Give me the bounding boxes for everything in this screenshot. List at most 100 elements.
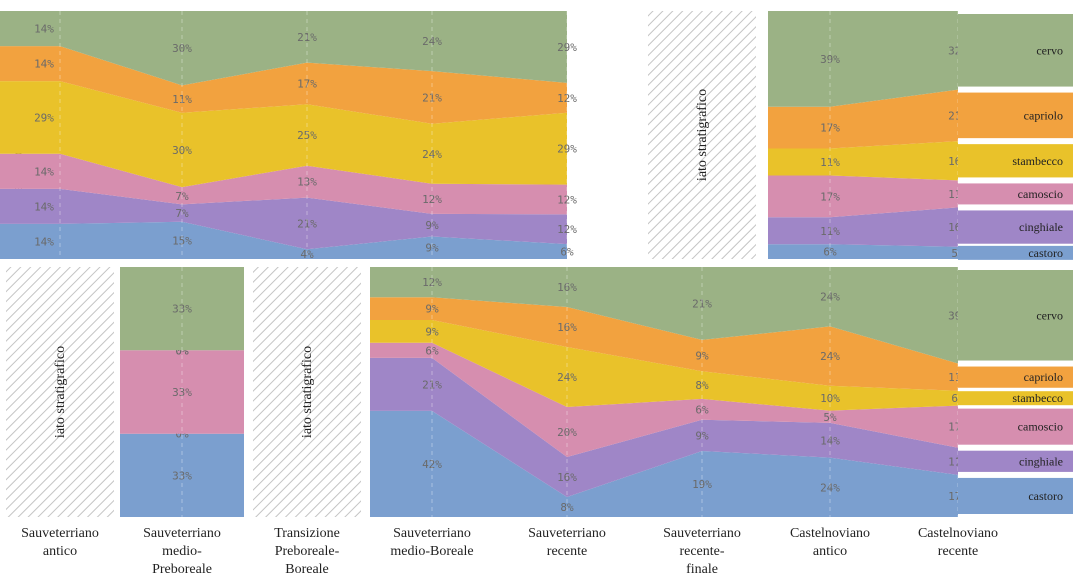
legend-swatch-cervo xyxy=(958,14,1073,87)
x-tick-label-line: Castelnoviano xyxy=(917,526,999,541)
gap-label: iato stratigrafico xyxy=(695,89,710,181)
gap-label: iato stratigrafico xyxy=(300,346,315,438)
area-camoscio xyxy=(0,153,567,215)
x-tick-label-line: Sauveterriano xyxy=(663,526,741,541)
x-tick-label-line: antico xyxy=(42,544,78,559)
value-label-capriolo: 21% xyxy=(422,91,442,104)
area-castoro xyxy=(370,410,958,517)
value-label-castoro: 19% xyxy=(692,478,712,491)
value-label-capriolo: 11% xyxy=(172,93,192,106)
value-label-cinghiale: 7% xyxy=(175,207,189,220)
x-tick-label-line: Preboreale- xyxy=(274,544,340,559)
legend-label-cinghiale: cinghiale xyxy=(1019,454,1063,468)
x-tick-label-sauveterriano-medio-preboreale: Sauveterriano medio- Preboreale xyxy=(122,525,242,579)
value-label-stambecco: 24% xyxy=(422,148,442,161)
value-label-stambecco: 24% xyxy=(557,371,577,384)
area-cervo xyxy=(0,11,567,86)
x-tick-label-line: Sauveterriano xyxy=(21,526,99,541)
x-tick-label-line: Sauveterriano xyxy=(143,526,221,541)
panels-layer: Riparo Romagnano loc IIIiato stratigrafi… xyxy=(0,11,1073,517)
value-label-camoscio: 6% xyxy=(425,344,439,357)
value-label-capriolo: 17% xyxy=(297,77,317,90)
x-tick-label-castelnoviano-antico: Castelnoviano antico xyxy=(770,525,890,561)
value-label-cinghiale: 9% xyxy=(425,219,439,232)
value-label-capriolo: 24% xyxy=(820,350,840,363)
legend-swatch-cinghiale xyxy=(958,210,1073,244)
legend-swatch-cinghiale xyxy=(958,450,1073,472)
value-label-capriolo: 14% xyxy=(34,58,54,71)
value-label-cinghiale: 12% xyxy=(557,223,577,236)
x-tick-label-line: Preboreale xyxy=(152,562,212,577)
area-camoscio xyxy=(768,175,958,218)
value-label-camoscio: 13% xyxy=(297,176,317,189)
value-label-cervo: 14% xyxy=(34,23,54,36)
area-cervo xyxy=(120,267,244,351)
area-castoro xyxy=(768,244,958,259)
value-label-cinghiale: 14% xyxy=(34,200,54,213)
value-label-camoscio: 12% xyxy=(422,193,442,206)
x-tick-label-line: recente xyxy=(937,544,979,559)
value-label-camoscio: 14% xyxy=(34,165,54,178)
x-tick-label-line: Sauveterriano xyxy=(393,526,471,541)
value-label-cervo: 21% xyxy=(297,31,317,44)
value-label-cervo: 30% xyxy=(172,42,192,55)
legend-label-castoro: castoro xyxy=(1028,246,1063,260)
legend-label-capriolo: capriolo xyxy=(1024,370,1063,384)
value-label-cinghiale: 21% xyxy=(297,217,317,230)
x-tick-label-line: medio- xyxy=(162,544,202,559)
area-castoro xyxy=(0,221,567,259)
legend-label-castoro: castoro xyxy=(1028,489,1063,503)
gap-block xyxy=(253,267,361,517)
value-label-castoro: 14% xyxy=(34,235,54,248)
value-label-stambecco: 10% xyxy=(820,392,840,405)
area-capriolo xyxy=(0,46,567,124)
value-label-capriolo: 12% xyxy=(557,92,577,105)
legend-swatch-castoro xyxy=(958,477,1073,514)
x-tick-label-sauveterriano-medio-boreale: Sauveterriano medio-Boreale xyxy=(372,525,492,561)
legend-swatch-camoscio xyxy=(958,408,1073,445)
value-label-cinghiale: 9% xyxy=(695,429,709,442)
x-tick-label-transizione-preboreale-boreale: Transizione Preboreale- Boreale xyxy=(247,525,367,579)
area-cinghiale xyxy=(0,188,567,250)
value-label-cinghiale: 14% xyxy=(820,434,840,447)
area-camoscio xyxy=(370,342,958,457)
value-label-cinghiale: 16% xyxy=(557,471,577,484)
value-label-castoro: 42% xyxy=(422,458,442,471)
value-label-cervo: 24% xyxy=(820,291,840,304)
legend-swatch-camoscio xyxy=(958,183,1073,205)
value-label-cervo: 21% xyxy=(692,297,712,310)
legend-label-cervo: cervo xyxy=(1036,43,1063,57)
value-label-cervo: 12% xyxy=(422,276,442,289)
legend-label-cervo: cervo xyxy=(1036,308,1063,322)
legend-swatch-stambecco xyxy=(958,391,1073,406)
value-label-camoscio: 20% xyxy=(557,426,577,439)
legend-label-capriolo: capriolo xyxy=(1024,108,1063,122)
value-label-capriolo: 16% xyxy=(557,321,577,334)
legend-swatch-capriolo xyxy=(958,366,1073,388)
value-label-camoscio: 7% xyxy=(175,190,189,203)
value-label-castoro: 24% xyxy=(820,481,840,494)
x-tick-label-line: Boreale xyxy=(285,562,329,577)
value-label-stambecco: 29% xyxy=(557,143,577,156)
value-label-stambecco: 30% xyxy=(172,144,192,157)
value-label-castoro: 6% xyxy=(560,246,574,259)
value-label-stambecco: 29% xyxy=(34,111,54,124)
x-tick-label-sauveterriano-recente-finale: Sauveterriano recente-finale xyxy=(642,525,762,579)
value-label-cervo: 33% xyxy=(172,303,192,316)
area-cinghiale xyxy=(768,207,958,247)
value-label-castoro: 8% xyxy=(560,501,574,514)
value-label-stambecco: 8% xyxy=(695,379,709,392)
gap-block xyxy=(6,267,114,517)
value-label-stambecco: 9% xyxy=(425,325,439,338)
area-cervo xyxy=(768,11,958,107)
legend-swatch-capriolo xyxy=(958,92,1073,139)
stacked-area-chart: Riparo Romagnano loc IIIiato stratigrafi… xyxy=(0,11,1073,517)
value-label-camoscio: 33% xyxy=(172,386,192,399)
x-tick-label-line: Castelnoviano xyxy=(789,526,871,541)
legend-label-stambecco: stambecco xyxy=(1012,391,1063,405)
value-label-capriolo: 17% xyxy=(820,122,840,135)
value-label-cinghiale: 11% xyxy=(820,225,840,238)
value-label-castoro: 15% xyxy=(172,234,192,247)
area-cinghiale xyxy=(370,357,958,497)
x-tick-label-line: finale xyxy=(686,562,718,577)
